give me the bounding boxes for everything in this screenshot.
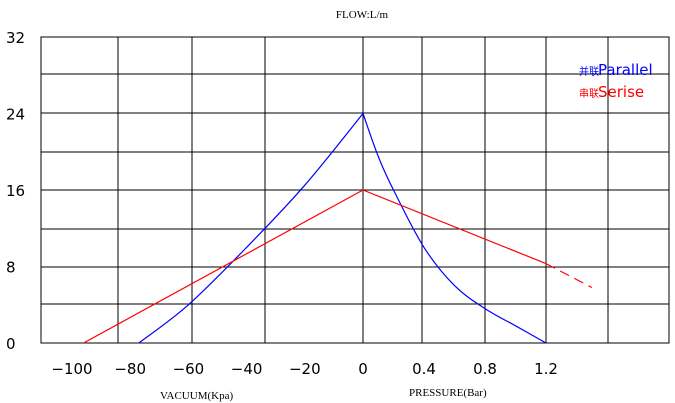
vacuum-tick-label: −80 — [114, 360, 146, 378]
vacuum-tick-label: −60 — [173, 360, 205, 378]
legend-glyph-serise: 串联 — [579, 88, 599, 100]
vacuum-tick-label: −40 — [231, 360, 263, 378]
pressure-axis-label: PRESSURE(Bar) — [409, 387, 487, 399]
vacuum-tick-label: 0 — [358, 360, 368, 378]
y-tick-label: 0 — [6, 335, 16, 353]
grid — [40, 36, 670, 344]
series-serise-dashed-extension — [545, 263, 593, 289]
chart-title: FLOW:L/m — [336, 9, 389, 21]
legend-label-parallel: Parallel — [598, 61, 653, 79]
pressure-tick-label: 0.8 — [473, 360, 497, 378]
x-axis-ticks: −100 −80 −60 −40 −20 0 0.4 0.8 1.2 — [51, 360, 558, 378]
vacuum-tick-label: −20 — [289, 360, 321, 378]
series-serise-vacuum-line — [83, 189, 364, 344]
pressure-tick-label: 0.4 — [412, 360, 436, 378]
y-tick-label: 24 — [6, 106, 25, 124]
y-tick-label: 8 — [6, 259, 16, 277]
vacuum-tick-label: −100 — [51, 360, 92, 378]
y-tick-label: 32 — [6, 29, 25, 47]
series-serise-pressure-line — [362, 189, 547, 265]
series-parallel-pressure-line — [362, 113, 547, 344]
legend: 并联 Parallel 串联 Serise — [579, 61, 653, 101]
legend-label-serise: Serise — [598, 83, 644, 101]
legend-glyph-parallel: 并联 — [579, 65, 599, 78]
y-axis-ticks: 0 8 16 24 32 — [6, 29, 25, 353]
vacuum-axis-label: VACUUM(Kpa) — [160, 390, 233, 402]
series-lines — [83, 113, 593, 344]
y-tick-label: 16 — [6, 182, 25, 200]
series-parallel-vacuum-line — [138, 113, 364, 344]
pressure-tick-label: 1.2 — [534, 360, 558, 378]
